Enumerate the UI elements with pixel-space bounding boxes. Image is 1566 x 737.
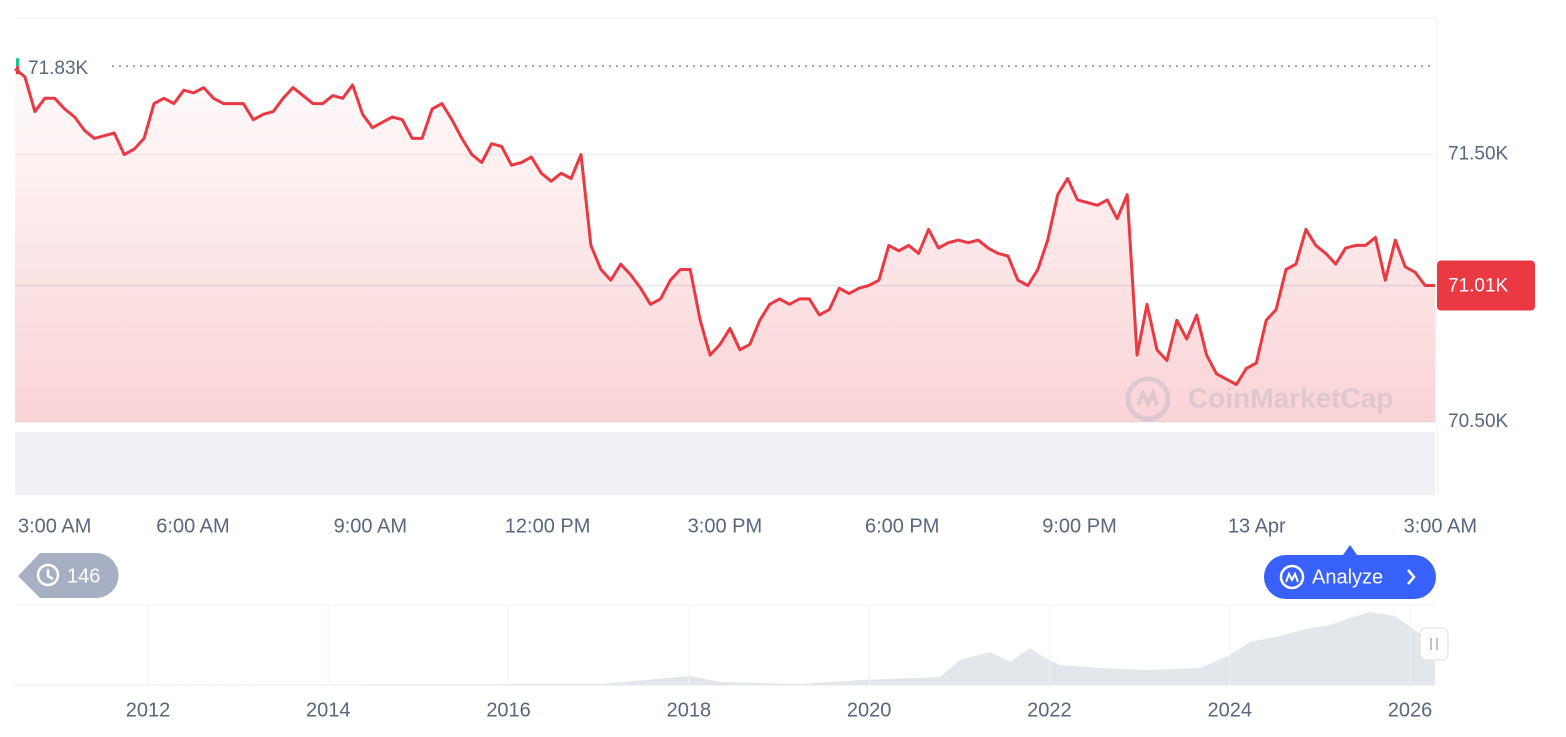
price-line — [14, 67, 1435, 386]
x-tick-label: 3:00 AM — [18, 515, 91, 537]
price-area — [15, 68, 1435, 423]
watermark-logo — [1125, 376, 1171, 422]
high-marker — [16, 58, 19, 67]
x-tick-label: 9:00 PM — [1042, 515, 1116, 537]
analyze-pointer — [1343, 545, 1357, 555]
navigator-tick-label: 2018 — [667, 699, 712, 721]
x-tick-label: 9:00 AM — [334, 515, 407, 537]
history-icon-hands — [46, 569, 54, 581]
analyze-label: Analyze — [1312, 566, 1383, 588]
y-tick-label: 70.50K — [1448, 411, 1509, 432]
high-marker — [16, 66, 19, 75]
watermark-logo-mark — [1136, 387, 1159, 408]
navigator-tick-label: 2014 — [306, 699, 351, 721]
navigator-tick-label: 2022 — [1027, 699, 1072, 721]
x-tick-label: 6:00 PM — [865, 515, 939, 537]
navigator-tick-label: 2020 — [847, 699, 892, 721]
navigator-tick-label: 2016 — [486, 699, 531, 721]
navigator: 2012 2014 2016 2018 2020 2022 2024 2026 — [15, 604, 1449, 721]
analyze-chevron — [1407, 569, 1416, 585]
high-label: 71.83K — [28, 58, 89, 79]
analyze-bg — [1264, 555, 1436, 599]
x-tick-label: 3:00 PM — [688, 515, 762, 537]
history-icon — [36, 563, 60, 587]
current-price-label: 71.01K — [1448, 276, 1509, 297]
x-tick-label: 3:00 AM — [1404, 515, 1477, 537]
navigator-tick-label: 2026 — [1388, 699, 1433, 721]
x-tick-label: 6:00 AM — [156, 515, 229, 537]
analyze-button[interactable]: Analyze — [1264, 545, 1436, 599]
x-axis: 3:00 AM 6:00 AM 9:00 AM 12:00 PM 3:00 PM 6:00… — [18, 515, 1477, 537]
analyze-icon-mark — [1285, 571, 1299, 583]
y-tick-label: 71.50K — [1448, 143, 1509, 164]
navigator-tick-label: 2012 — [126, 699, 171, 721]
history-badge-bg — [18, 553, 119, 598]
x-tick-label: 12:00 PM — [505, 515, 591, 537]
current-price-badge — [1437, 260, 1535, 311]
volume-area — [15, 432, 1435, 495]
history-badge[interactable]: 146 — [18, 553, 119, 598]
x-tick-label: 13 Apr — [1228, 515, 1286, 537]
navigator-area — [15, 612, 1435, 685]
navigator-handle[interactable] — [1419, 627, 1449, 661]
plot — [14, 67, 1435, 423]
analyze-icon — [1279, 564, 1305, 590]
watermark: CoinMarketCap — [1125, 376, 1393, 422]
history-count: 146 — [67, 565, 100, 587]
navigator-tick-label: 2024 — [1207, 699, 1252, 721]
watermark-text: CoinMarketCap — [1188, 382, 1393, 413]
